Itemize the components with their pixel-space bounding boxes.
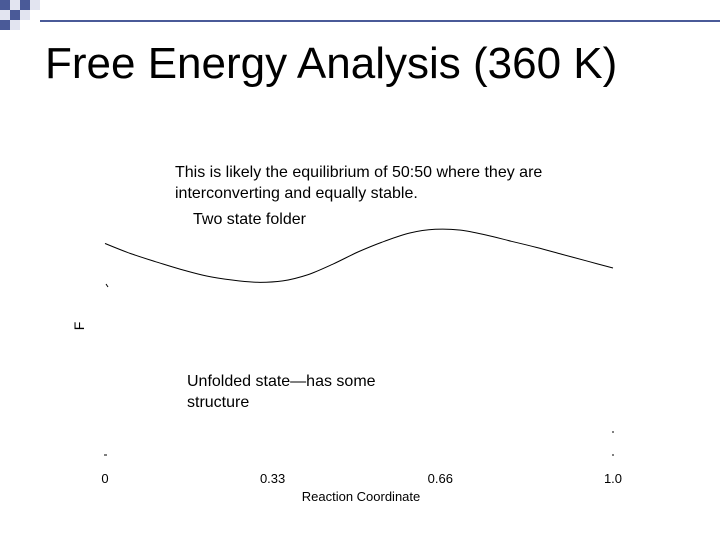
unfolded-state-annotation: Unfolded state—has some structure: [187, 373, 376, 411]
checker-square: [0, 10, 10, 20]
checker-square: [10, 10, 20, 20]
checker-square: [10, 20, 20, 30]
equilibrium-annotation: This is likely the equilibrium of 50:50 …: [175, 164, 543, 202]
x-tick-label: 1.0: [604, 471, 622, 486]
x-axis-label: Reaction Coordinate: [302, 489, 421, 504]
x-tick-label: 0: [101, 471, 108, 486]
slide-title: Free Energy Analysis (360 K): [45, 39, 618, 88]
free-energy-curve: [104, 228, 614, 283]
checker-square: [20, 0, 30, 10]
checker-square: [0, 0, 10, 10]
x-tick-label: 0.66: [428, 471, 453, 486]
checker-square: [30, 0, 40, 10]
chart-marks: [104, 228, 614, 456]
checker-square: [20, 10, 30, 20]
two-state-folder-annotation: Two state folder: [193, 211, 306, 228]
y-axis-label: F: [71, 322, 87, 331]
checker-square: [0, 20, 10, 30]
title-bar-checker-pattern: [0, 0, 720, 30]
axis-tick-mark: [105, 283, 109, 288]
checker-square: [10, 0, 20, 10]
x-tick-labels: 0 0.33 0.66 1.0: [101, 471, 622, 486]
title-rule-line: [40, 20, 720, 22]
x-tick-label: 0.33: [260, 471, 285, 486]
